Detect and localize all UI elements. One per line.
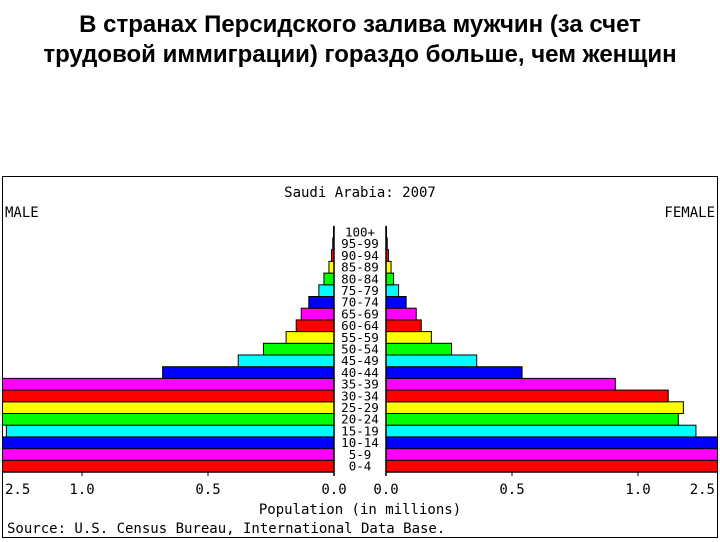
tick-label-0: 2.5 [5,482,30,498]
chart-title: Saudi Arabia: 2007 [284,185,436,201]
chart-frame: Saudi Arabia: 2007 MALE FEMALE 0-4 5-9 10-… [0,176,720,538]
tick-label-11: 2.5 [690,482,715,498]
age-label-90-94: 90-94 [341,248,379,263]
male-bar-5-9 [0,448,335,461]
age-label-25-29: 25-29 [341,400,379,415]
age-label-100+: 100+ [345,225,375,240]
male-bar-30-34 [0,389,335,403]
age-label-55-59: 55-59 [341,330,379,345]
male-bar-60-64 [295,319,335,333]
tick-label-8: 1.0 [625,482,650,498]
age-label-40-44: 40-44 [341,365,379,380]
age-label-10-14: 10-14 [341,435,379,450]
male-bar-20-24 [0,413,335,426]
age-label-60-64: 60-64 [341,318,379,333]
population-pyramid: Saudi Arabia: 2007 MALE FEMALE 0-45-910-… [0,185,720,537]
age-label-5-9: 5-9 [349,447,372,462]
male-bar-85-89 [328,260,335,274]
male-bar-75-79 [318,284,335,298]
male-bar-35-39 [0,377,335,391]
age-label-35-39: 35-39 [341,377,379,392]
tick-label-7: 0.5 [499,482,524,498]
male-bars [0,225,335,473]
female-bar-15-19 [385,424,697,438]
tick-label-3: 1.0 [69,482,94,498]
tick-label-4: 0.5 [195,482,220,498]
female-bar-80-84 [385,272,395,286]
age-label-95-99: 95-99 [341,236,379,251]
female-bar-60-64 [385,319,422,333]
female-bar-0-4 [385,459,720,473]
female-bar-55-59 [385,331,432,344]
male-bar-40-44 [162,366,335,379]
female-bar-25-29 [385,401,684,415]
female-bar-30-34 [385,389,669,403]
axes [0,226,720,476]
female-bar-45-49 [385,354,478,368]
age-label-65-69: 65-69 [341,306,379,321]
age-label-20-24: 20-24 [341,412,379,427]
male-bar-65-69 [300,307,335,321]
tick-label-5: 0.0 [321,482,346,498]
male-bar-80-84 [323,272,335,286]
female-bar-65-69 [385,307,417,321]
age-label-15-19: 15-19 [341,423,379,438]
age-label-75-79: 75-79 [341,283,379,298]
male-bar-55-59 [285,331,335,344]
male-bar-45-49 [237,354,335,368]
male-bar-0-4 [0,459,335,473]
female-bar-5-9 [385,448,720,461]
male-label: MALE [5,205,39,221]
female-label: FEMALE [664,205,715,221]
female-bar-10-14 [385,436,720,450]
female-bar-70-74 [385,296,407,309]
tick-label-6: 0.0 [373,482,398,498]
age-label-80-84: 80-84 [341,271,379,286]
male-bar-10-14 [0,436,335,450]
slide-title: В странах Персидского залива мужчин (за … [43,11,677,68]
female-bar-35-39 [385,377,616,391]
female-bar-85-89 [385,260,392,274]
age-label-0-4: 0-4 [349,459,372,474]
male-bar-15-19 [5,424,335,438]
female-bars [385,225,720,473]
male-bar-50-54 [262,342,335,356]
age-label-30-34: 30-34 [341,388,379,403]
female-bar-75-79 [385,284,400,298]
tick-labels: 2.52.01.51.00.50.00.00.51.01.52.02.5 [5,482,715,498]
x-axis-label: Population (in millions) [259,502,461,518]
age-label-45-49: 45-49 [341,353,379,368]
source-note: Source: U.S. Census Bureau, Internationa… [7,521,445,537]
male-bar-25-29 [0,401,335,415]
female-bar-50-54 [385,342,453,356]
age-labels: 0-45-910-1415-1920-2425-2930-3435-3940-4… [341,225,379,474]
male-bar-70-74 [308,296,335,309]
age-label-70-74: 70-74 [341,295,379,310]
age-label-85-89: 85-89 [341,260,379,275]
age-label-50-54: 50-54 [341,342,379,357]
female-bar-40-44 [385,366,523,379]
female-bar-20-24 [385,413,679,426]
